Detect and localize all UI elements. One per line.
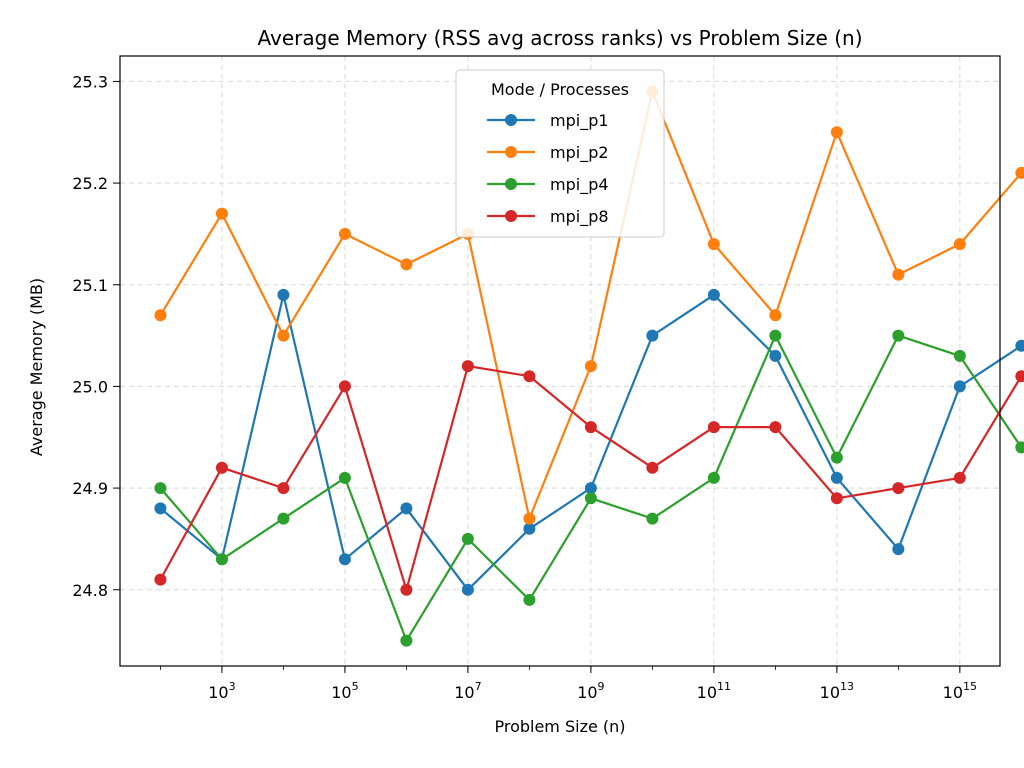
y-tick-label: 24.9: [72, 479, 108, 498]
data-point: [338, 380, 351, 393]
data-point: [1015, 166, 1024, 179]
data-point: [892, 268, 905, 281]
legend-item: mpi_p1: [487, 111, 609, 131]
data-point: [338, 227, 351, 240]
y-tick-label: 25.2: [72, 174, 108, 193]
data-point: [892, 543, 905, 556]
data-point: [277, 512, 290, 525]
data-point: [646, 329, 659, 342]
data-point: [154, 573, 167, 586]
legend-swatch-marker: [505, 146, 517, 158]
data-point: [277, 329, 290, 342]
data-point: [523, 522, 536, 535]
data-point: [707, 238, 720, 251]
data-point: [523, 593, 536, 606]
data-point: [154, 482, 167, 495]
data-point: [400, 258, 413, 271]
data-point: [584, 492, 597, 505]
series-layer: [154, 85, 1024, 647]
data-point: [523, 512, 536, 525]
data-point: [953, 380, 966, 393]
legend-box: [455, 69, 665, 238]
chart-title: Average Memory (RSS avg across ranks) vs…: [258, 26, 863, 50]
data-point: [277, 288, 290, 301]
data-point: [1015, 370, 1024, 383]
y-axis: 24.8 24.9 25.0 25.1 25.2 25.3: [72, 72, 120, 600]
data-point: [646, 512, 659, 525]
data-point: [953, 471, 966, 484]
series-mpi_p8: [154, 360, 1024, 596]
data-point: [215, 553, 228, 566]
legend-swatch-marker: [505, 178, 517, 190]
x-tick-label: 103: [208, 680, 235, 702]
data-point: [584, 482, 597, 495]
data-point: [1015, 441, 1024, 454]
x-tick-label: 107: [454, 680, 481, 702]
data-point: [523, 370, 536, 383]
series-mpi_p4: [154, 329, 1024, 647]
legend-item: mpi_p2: [487, 143, 609, 163]
data-point: [707, 288, 720, 301]
data-point: [215, 461, 228, 474]
data-point: [830, 492, 843, 505]
y-tick-label: 25.1: [72, 276, 108, 295]
data-point: [338, 471, 351, 484]
data-point: [892, 482, 905, 495]
x-tick-label: 1015: [943, 680, 977, 702]
y-tick-label: 24.8: [72, 581, 108, 600]
series-mpi_p2: [154, 85, 1024, 525]
data-point: [277, 482, 290, 495]
x-axis: 103 105 107 109 1011 1013 1015: [160, 666, 977, 702]
data-point: [769, 309, 782, 322]
legend-label: mpi_p2: [550, 143, 609, 163]
legend-swatch-marker: [505, 210, 517, 222]
data-point: [154, 502, 167, 515]
legend-swatch-marker: [505, 114, 517, 126]
y-axis-label: Average Memory (MB): [27, 278, 46, 456]
x-tick-label: 1013: [820, 680, 854, 702]
data-point: [461, 360, 474, 373]
legend-label: mpi_p1: [550, 111, 609, 131]
legend-title: Mode / Processes: [491, 80, 629, 99]
data-point: [154, 309, 167, 322]
data-point: [400, 583, 413, 596]
data-point: [400, 502, 413, 515]
plot-frame: [119, 55, 1001, 667]
data-point: [461, 583, 474, 596]
data-point: [707, 471, 720, 484]
data-point: [215, 207, 228, 220]
x-tick-label: 1011: [697, 680, 731, 702]
data-point: [830, 471, 843, 484]
y-tick-label: 25.0: [72, 377, 108, 396]
legend-label: mpi_p4: [550, 175, 609, 195]
data-point: [769, 421, 782, 434]
x-axis-label: Problem Size (n): [494, 717, 625, 736]
data-point: [892, 329, 905, 342]
data-point: [461, 532, 474, 545]
data-point: [338, 553, 351, 566]
y-tick-label: 25.3: [72, 72, 108, 91]
data-point: [953, 349, 966, 362]
x-tick-label: 109: [577, 680, 604, 702]
legend-item: mpi_p8: [487, 207, 609, 227]
x-tick-label: 105: [331, 680, 358, 702]
legend-item: mpi_p4: [487, 175, 609, 195]
data-point: [830, 451, 843, 464]
data-point: [584, 360, 597, 373]
data-point: [400, 634, 413, 647]
data-point: [769, 349, 782, 362]
data-point: [707, 421, 720, 434]
data-point: [584, 421, 597, 434]
data-point: [646, 461, 659, 474]
data-point: [769, 329, 782, 342]
series-mpi_p1: [154, 288, 1024, 596]
data-point: [953, 238, 966, 251]
legend-label: mpi_p8: [550, 207, 609, 227]
legend: Mode / Processes mpi_p1 mpi_p2 mpi_p4 mpi_p8: [455, 69, 665, 238]
data-point: [1015, 339, 1024, 352]
data-point: [830, 126, 843, 139]
